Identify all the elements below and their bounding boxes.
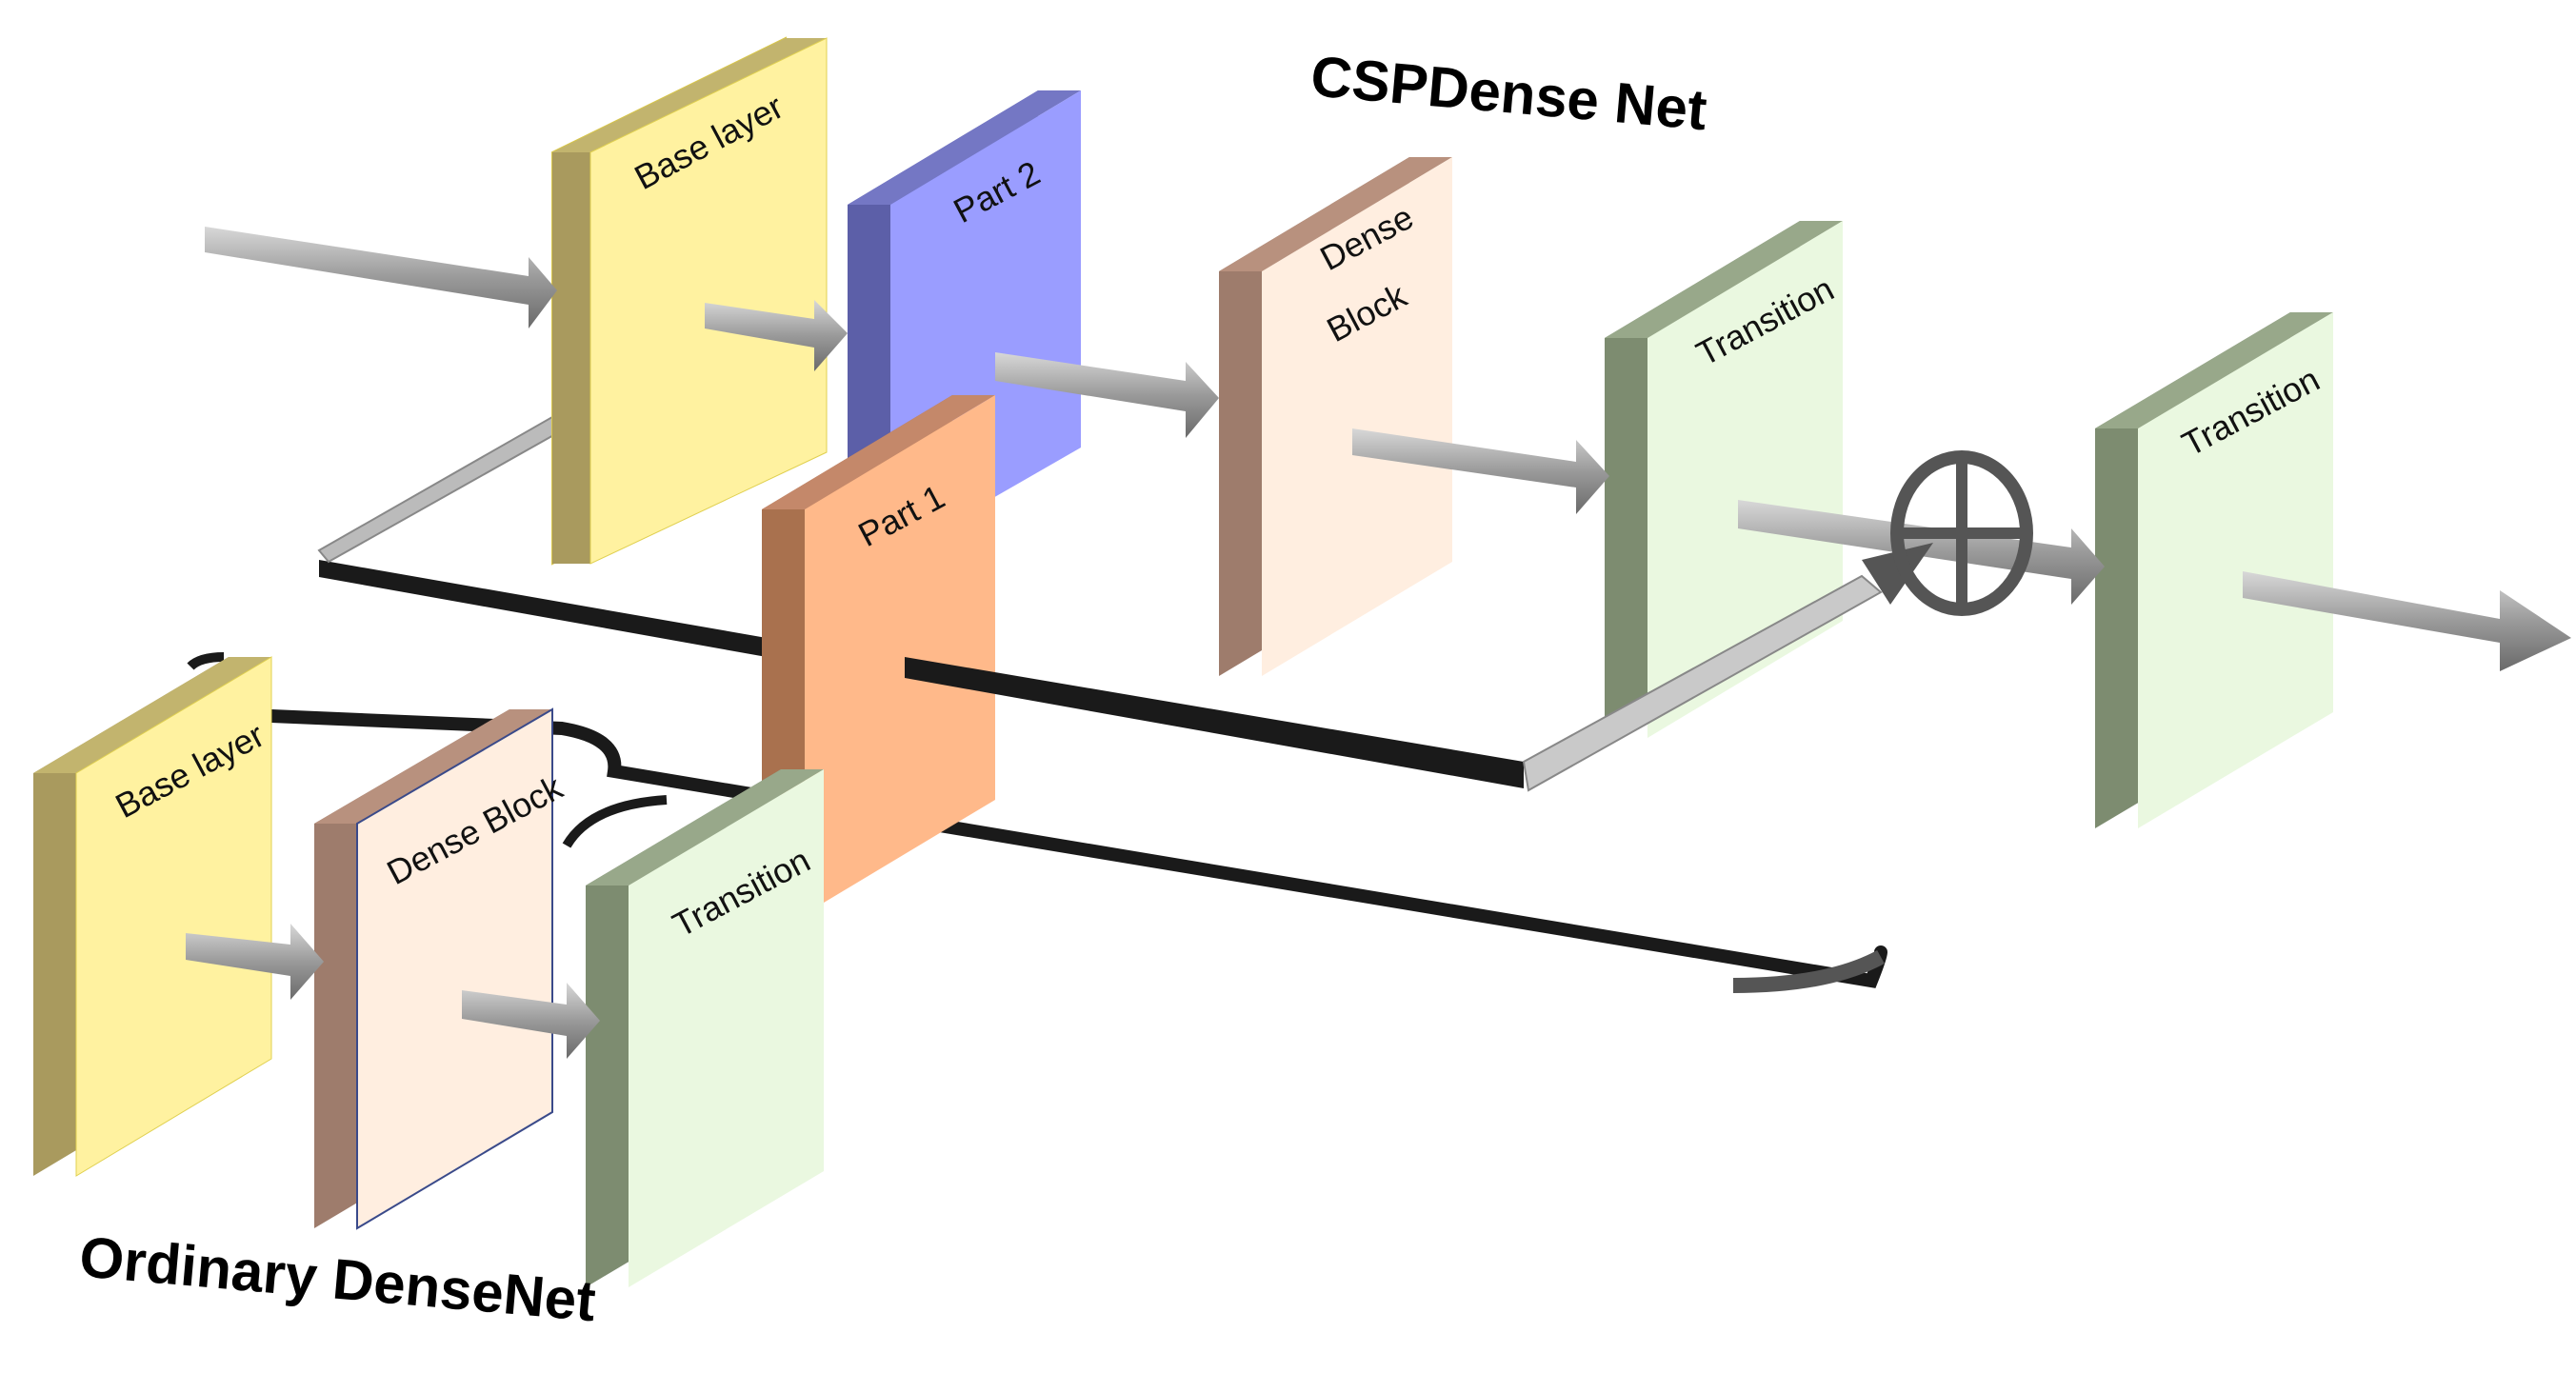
csp-transition-1-block: Transition <box>1605 221 1843 738</box>
ordinary-base-to-dense-arrow <box>186 924 324 1000</box>
csp-output-arrow <box>2243 571 2571 671</box>
csp-part1-bypass-line <box>905 543 1933 792</box>
csp-dense-block: Dense Block <box>1219 157 1452 676</box>
csp-input-arrow <box>205 227 557 328</box>
ordinary-base-layer-block: Base layer <box>33 656 272 1177</box>
csp-base-layer-block: Base layer <box>551 36 828 566</box>
csp-transition-2-block: Transition <box>2095 312 2333 828</box>
csp-base-to-part2-arrow <box>705 300 848 371</box>
ordinary-dense-block: Dense Block <box>314 707 569 1230</box>
concatenation-circle-icon <box>1890 450 2033 616</box>
csp-dense-to-transition-arrow <box>1352 428 1609 514</box>
csp-part2-to-dense-arrow <box>995 352 1219 438</box>
ordinary-dense-to-transition-arrow <box>462 983 600 1059</box>
csp-densenet-title: CSPDense Net <box>1308 44 1709 142</box>
ordinary-transition-block: Transition <box>586 769 824 1287</box>
ordinary-densenet-title: Ordinary DenseNet <box>77 1224 598 1333</box>
ordinary-skip-connection <box>187 652 1887 993</box>
